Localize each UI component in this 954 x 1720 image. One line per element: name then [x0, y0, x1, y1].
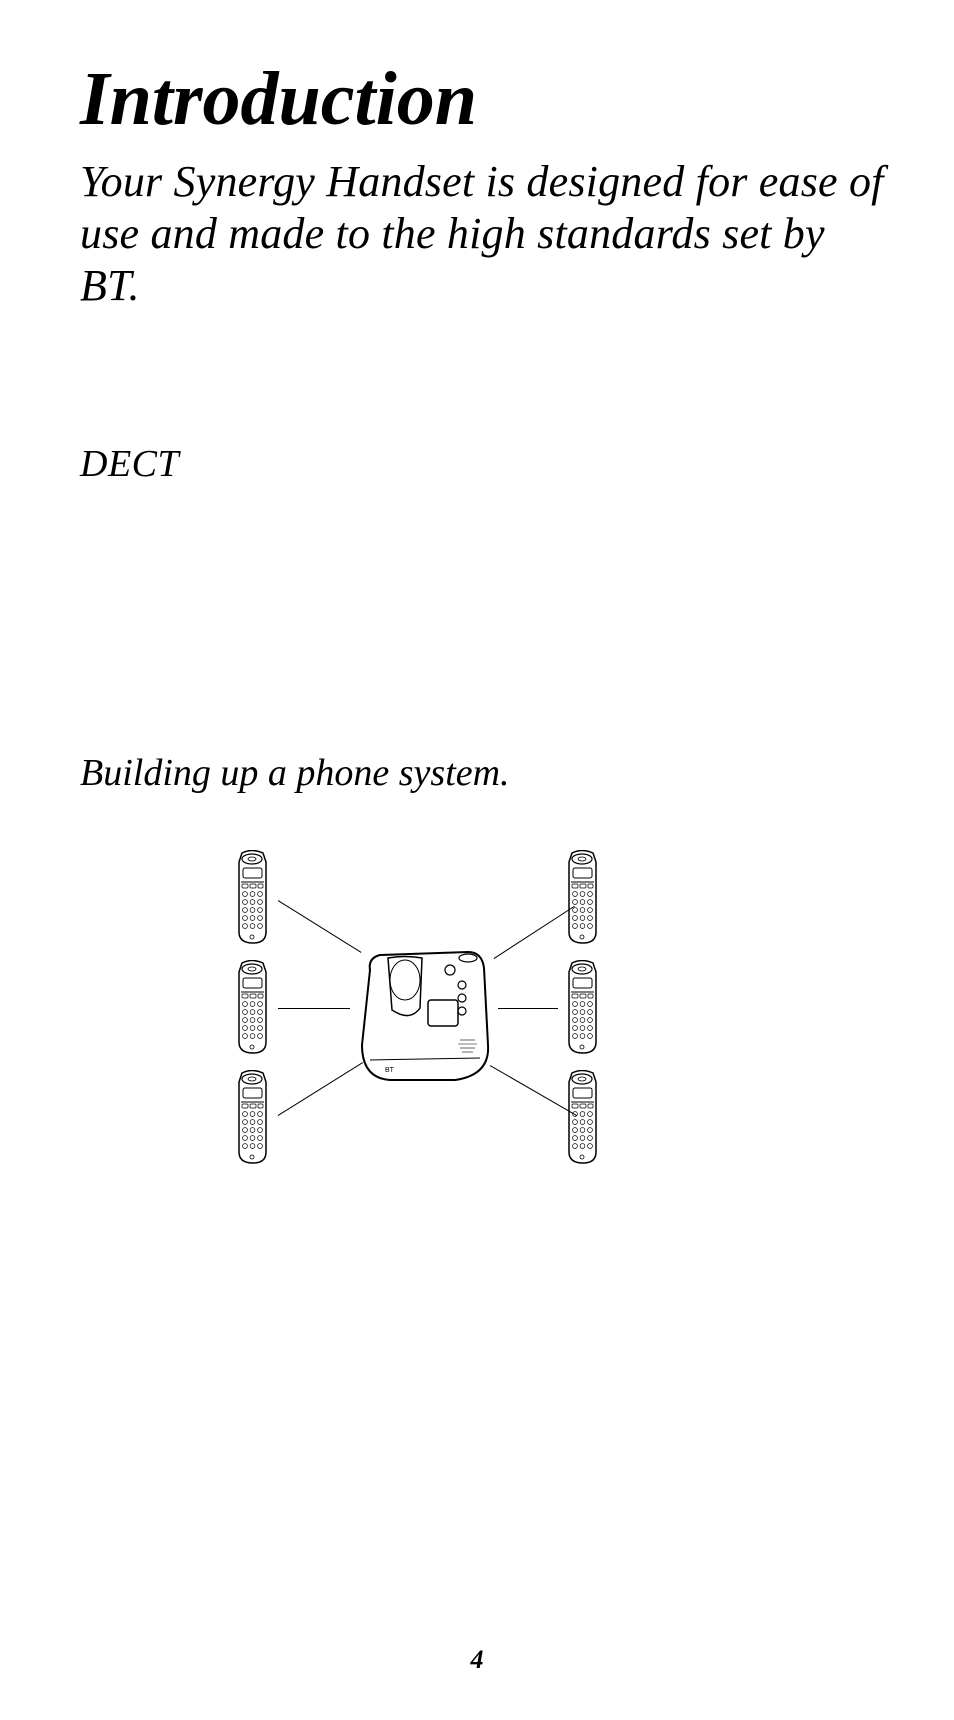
connector-line [498, 1008, 558, 1009]
handset-icon [230, 850, 275, 945]
base-station-icon: BT [350, 940, 500, 1090]
handset-icon [230, 960, 275, 1055]
page-number: 4 [0, 1645, 954, 1675]
connector-line [278, 1008, 350, 1009]
section-building-heading: Building up a phone system. [80, 751, 884, 795]
handset-icon [560, 1070, 605, 1165]
connector-line [278, 900, 362, 953]
phone-system-diagram: BT [230, 850, 610, 1190]
svg-text:BT: BT [385, 1067, 395, 1074]
handset-icon [230, 1070, 275, 1165]
handset-icon [560, 850, 605, 945]
page-title: Introduction [80, 60, 884, 140]
handset-icon [560, 960, 605, 1055]
section-dect-heading: DECT [80, 442, 884, 486]
page-subtitle: Your Synergy Handset is designed for eas… [80, 156, 884, 312]
